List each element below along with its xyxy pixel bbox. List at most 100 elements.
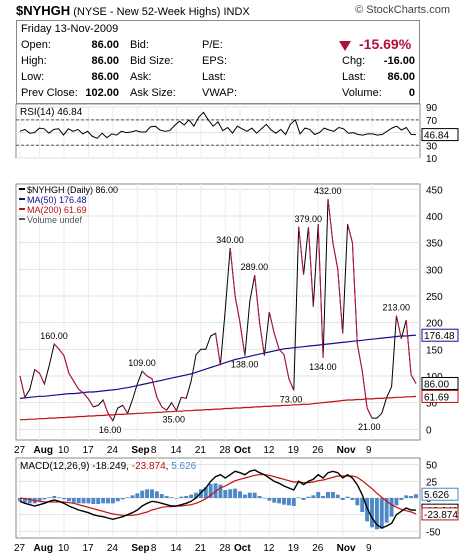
price-down-segment — [171, 402, 177, 411]
x-tick-label: Sep — [131, 445, 149, 456]
macd-histogram-bar — [286, 498, 291, 506]
macd-histogram-bar — [42, 498, 47, 500]
ma50-line — [19, 334, 417, 399]
macd-title-part: MACD(12,26,9) — [20, 461, 92, 472]
rsi-last-value-box — [421, 128, 459, 142]
macd-title: MACD(12,26,9) -18.249, -23.874, 5.626 — [20, 461, 197, 472]
price-down-segment — [337, 269, 344, 334]
price-annotation: 16.00 — [99, 425, 122, 435]
price-down-segment — [259, 322, 265, 356]
x-tick-label: 19 — [288, 445, 300, 456]
macd-histogram-bar — [374, 498, 379, 530]
x-tick-label: 14 — [170, 543, 182, 554]
price-annotation: 73.00 — [280, 394, 303, 404]
macd-right-label: -23.874 — [424, 510, 458, 521]
price-down-segment — [39, 373, 45, 385]
ma200-line — [20, 395, 417, 421]
x-tick-label: 28 — [219, 445, 231, 456]
x-tick-label: 17 — [82, 445, 94, 456]
exchange: INDX — [223, 6, 250, 18]
legend-entry: Volume undef — [27, 215, 83, 225]
macd-histogram-bar — [350, 498, 355, 500]
rsi-tick-label: 90 — [426, 103, 438, 114]
macd-histogram-bar — [203, 487, 208, 498]
macd-histogram-bar — [277, 498, 282, 504]
prev-close-value: 102.00 — [85, 87, 119, 99]
symbol-description: (NYSE - New 52-Week Highs) — [73, 6, 221, 18]
price-tick-label: 300 — [426, 265, 443, 276]
price-down-segment — [122, 405, 128, 414]
price-down-segment — [317, 223, 324, 358]
macd-histogram-bar — [184, 496, 189, 498]
price-annotation: 109.00 — [128, 358, 156, 368]
x-tick-label: 27 — [14, 445, 26, 456]
macd-histogram-bar — [330, 492, 335, 498]
macd-title-part: , — [166, 461, 172, 472]
price-down-segment — [146, 375, 153, 380]
symbol: $NYHGH — [16, 3, 71, 18]
change-percent: -15.69% — [359, 36, 412, 52]
macd-histogram-bar — [140, 490, 145, 498]
macd-histogram-bar — [282, 498, 286, 505]
macd-histogram-bar — [110, 498, 115, 504]
x-tick-label: 10 — [58, 445, 70, 456]
low-value: 86.00 — [91, 71, 119, 83]
macd-histogram-bar — [360, 498, 365, 512]
macd-histogram-bar — [272, 498, 277, 503]
stockcharts-logo[interactable]: © StockCharts.com — [355, 4, 450, 16]
chg-value: -16.00 — [383, 55, 415, 67]
macd-histogram-bar — [384, 498, 389, 523]
high-label: High: — [21, 55, 47, 67]
pe-label: P/E: — [202, 39, 223, 51]
x-tick-label: Sep — [131, 543, 149, 554]
price-down-segment — [395, 315, 402, 339]
price-down-segment — [332, 242, 339, 270]
macd-histogram-bar — [335, 494, 340, 498]
macd-title-part: , — [126, 461, 132, 472]
macd-histogram-bar — [115, 498, 120, 502]
volume-value: 0 — [408, 87, 415, 99]
macd-histogram-bar — [247, 492, 252, 498]
macd-histogram-bar — [194, 492, 198, 498]
macd-tick-label: -50 — [426, 527, 441, 538]
price-down-segment — [327, 198, 334, 243]
price-tick-label: 50 — [426, 399, 438, 410]
price-down-segment — [410, 374, 417, 384]
eps-label: EPS: — [202, 55, 228, 67]
price-down-segment — [58, 349, 65, 357]
legend-entry: MA(200) 61.69 — [27, 205, 87, 215]
macd-histogram-bar — [179, 496, 184, 498]
macd-histogram-bar — [291, 498, 296, 506]
price-down-segment — [161, 406, 167, 411]
macd-histogram-bar — [81, 498, 86, 504]
price-annotation: 21.00 — [358, 422, 381, 432]
x-tick-label: 26 — [312, 445, 324, 456]
rsi-tick-label: 70 — [426, 116, 438, 127]
chg-label: Chg: — [342, 55, 366, 67]
price-down-segment — [366, 407, 373, 419]
price-down-segment — [34, 369, 40, 374]
x-tick-label: 28 — [219, 543, 231, 554]
x-tick-label: 8 — [151, 543, 157, 554]
macd-histogram-bar — [106, 498, 110, 504]
price-down-segment — [288, 378, 295, 391]
macd-histogram-bar — [223, 490, 228, 498]
x-tick-label: 17 — [82, 543, 94, 554]
price-annotation: 213.00 — [382, 303, 410, 313]
price-frame — [15, 183, 421, 441]
macd-title-part: -23.874 — [132, 461, 166, 472]
price-annotation: 379.00 — [294, 214, 322, 224]
macd-histogram-bar — [101, 498, 106, 504]
price-tick-label: 450 — [426, 185, 443, 196]
macd-histogram-bar — [242, 494, 247, 498]
price-annotation: 340.00 — [216, 235, 244, 245]
macd-histogram-bar — [414, 494, 418, 498]
last-value: 86.00 — [387, 71, 415, 83]
price-down-segment — [215, 333, 221, 366]
macd-histogram-bar — [404, 495, 409, 498]
macd-histogram-bar — [125, 497, 130, 498]
x-tick-label: 14 — [170, 445, 182, 456]
macd-histogram-bar — [96, 498, 101, 504]
macd-histogram-bar — [218, 484, 223, 498]
